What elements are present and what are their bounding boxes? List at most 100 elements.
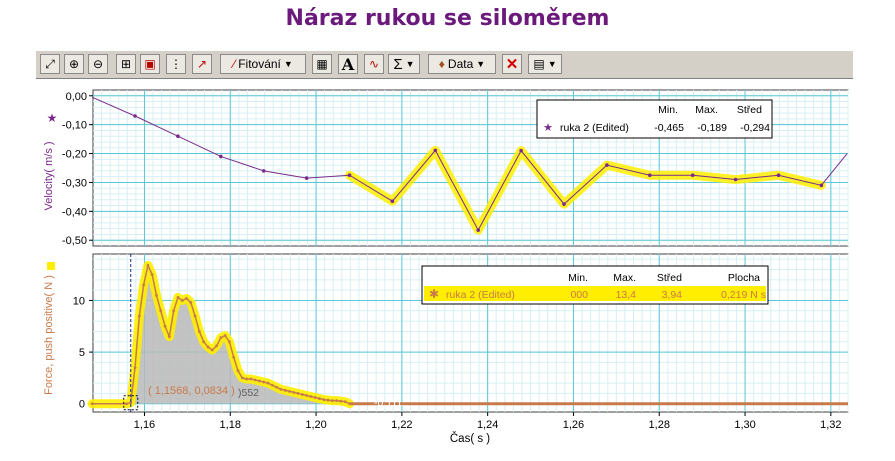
legend-header: Max. — [695, 104, 718, 116]
velocity-graph[interactable]: 0,00 -0,10 -0,20 -0,30 -0,40 -0,50 Velocity( m… — [43, 89, 849, 247]
force-graph[interactable]: 10 5 0 Force, push positive( N ) ( 1,1568, 0… — [43, 253, 849, 413]
examine-icon: ⋮ — [170, 57, 182, 71]
tangent-icon: ↗ — [196, 57, 208, 71]
velocity-axis-label: Velocity( m/s ) — [43, 141, 55, 210]
legend-value: -0,294 — [740, 122, 770, 134]
legend-value: -0,465 — [654, 122, 684, 134]
y-tick-label: -0,30 — [62, 177, 87, 189]
fit-line-icon: ⁄ — [233, 57, 236, 71]
force-data-point — [146, 263, 150, 267]
zoom-region-icon: ⊞ — [120, 57, 132, 71]
force-data-point — [163, 324, 167, 328]
force-data-point — [197, 330, 201, 333]
force-data-point — [326, 398, 330, 402]
legend-header: Min. — [658, 104, 678, 116]
zoom-out-icon: ⊖ — [92, 57, 104, 71]
force-data-point — [296, 392, 300, 395]
data-dropdown-label: Data — [447, 57, 474, 71]
force-data-point — [322, 398, 326, 402]
force-data-point — [159, 309, 163, 313]
force-data-point — [245, 377, 248, 381]
y-tick-label: -0,20 — [62, 149, 87, 161]
calculator-button[interactable]: ▦ — [312, 54, 332, 74]
velocity-legend[interactable]: Min. Max. Střed ★ ruka 2 (Edited) -0,465 -0,18… — [536, 99, 773, 139]
velocity-data-point — [133, 114, 137, 118]
legend-header: Min. — [568, 272, 588, 284]
highlight-marker-icon — [47, 262, 55, 270]
sigma-icon: Σ — [393, 55, 403, 73]
zoom-out-button[interactable]: ⊖ — [88, 54, 108, 74]
force-data-point — [283, 388, 287, 392]
force-data-point — [202, 340, 206, 344]
legend-value: 000 — [570, 289, 588, 301]
text-icon: A — [341, 54, 355, 74]
time-axis-label: Čas( s ) — [450, 432, 490, 445]
force-data-point — [258, 379, 261, 383]
page-title: Náraz rukou se siloměrem — [285, 6, 610, 31]
force-data-point — [193, 314, 197, 318]
force-data-point — [172, 309, 176, 313]
force-data-point — [125, 402, 128, 406]
velocity-data-point — [690, 173, 695, 178]
lock-button[interactable]: ▣ — [140, 54, 160, 74]
velocity-data-point — [519, 148, 523, 153]
y-tick-label: 10 — [73, 295, 85, 307]
legend-header: Plocha — [728, 272, 760, 284]
force-data-point — [266, 381, 270, 385]
force-data-point — [335, 399, 339, 403]
legend-value: 3,94 — [662, 289, 683, 301]
statistics-dropdown[interactable]: Σ ▼ — [388, 54, 420, 74]
legend-header: Střed — [657, 272, 682, 284]
velocity-data-point — [819, 183, 824, 188]
draw-icon: ∿ — [368, 57, 380, 71]
y-tick-label: 5 — [79, 347, 85, 359]
force-legend[interactable]: Min. Max. Střed Plocha ✱ ruka 2 (Edited) 000 13… — [421, 265, 769, 305]
force-data-point — [343, 400, 347, 404]
tangent-button[interactable]: ↗ — [192, 54, 212, 74]
examine-button[interactable]: ⋮ — [166, 54, 186, 74]
zoom-in-button[interactable]: ⊕ — [64, 54, 84, 74]
text-button[interactable]: A — [338, 54, 358, 74]
velocity-data-point — [261, 169, 266, 173]
graph-options-dropdown[interactable]: ▤ ▼ — [528, 54, 562, 74]
x-tick-label: 1,30 — [734, 419, 755, 431]
chevron-down-icon: ▼ — [476, 59, 486, 69]
y-tick-label: -0,50 — [62, 235, 87, 247]
force-data-point — [133, 366, 137, 369]
force-data-point — [129, 401, 133, 405]
zoom-region-button[interactable]: ⊞ — [116, 54, 136, 74]
x-tick-label: 1,18 — [220, 419, 241, 431]
force-data-point — [142, 283, 146, 287]
force-data-point — [167, 335, 171, 339]
velocity-data-point — [733, 177, 738, 182]
time-axis: 1,16 1,18 1,20 1,22 1,24 1,26 1,28 1,30 1,32 Čas(… — [134, 412, 842, 445]
x-tick-label: 1,32 — [820, 419, 841, 431]
draw-button[interactable]: ∿ — [364, 54, 384, 74]
legend-header: Střed — [737, 104, 762, 116]
value-label: )552 — [238, 387, 259, 399]
legend-box — [536, 99, 773, 139]
force-data-point — [288, 389, 291, 393]
force-data-point — [305, 394, 309, 397]
legend-header: Max. — [613, 272, 636, 284]
fit-dropdown[interactable]: ⁄ Fitování ▼ — [220, 54, 306, 74]
force-data-point — [300, 393, 304, 396]
delete-button[interactable]: ✕ — [502, 54, 522, 74]
autoscale-button[interactable]: ⤢ — [40, 54, 60, 74]
force-data-point — [240, 376, 244, 380]
y-tick-label: -0,40 — [62, 206, 87, 218]
force-data-point — [249, 377, 253, 381]
x-tick-label: 1,26 — [563, 419, 584, 431]
y-tick-label: -0,10 — [62, 120, 87, 132]
force-data-point — [219, 336, 223, 340]
force-data-point — [90, 402, 94, 406]
data-dropdown[interactable]: ♦ Data ▼ — [428, 54, 496, 74]
x-tick-label: 1,28 — [649, 419, 670, 431]
chevron-down-icon: ▼ — [283, 59, 293, 69]
velocity-data-point — [347, 173, 352, 178]
velocity-data-point — [433, 148, 438, 153]
value-label-end: -0,111 — [374, 397, 402, 409]
force-data-point — [279, 387, 283, 391]
force-data-point — [318, 397, 321, 400]
graph-toolbar: ⤢ ⊕ ⊖ ⊞ ▣ ⋮ ↗ ⁄ Fitování ▼ ▦ A ∿ Σ ▼ ♦ Data ▼… — [36, 50, 853, 79]
